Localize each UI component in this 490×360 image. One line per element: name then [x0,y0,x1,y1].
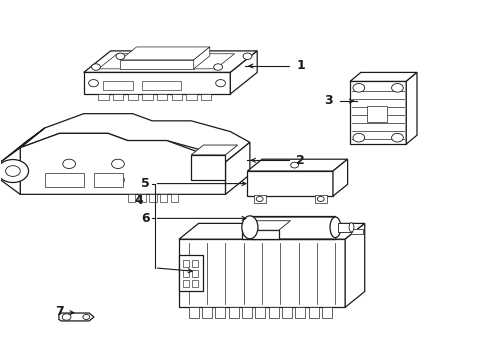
Bar [295,307,305,318]
Bar [143,81,181,90]
Polygon shape [350,81,406,144]
Bar [242,307,252,318]
Polygon shape [20,134,225,194]
Bar [94,173,123,187]
Polygon shape [345,224,365,307]
Bar [351,229,363,234]
Bar [98,94,109,100]
Bar [367,107,387,122]
Bar [192,260,198,267]
Polygon shape [121,60,194,69]
Bar [202,307,212,318]
Ellipse shape [330,217,341,238]
Bar [128,194,135,202]
Polygon shape [242,221,291,230]
Bar [192,270,198,277]
Polygon shape [84,72,230,94]
Bar [351,229,363,234]
Circle shape [392,84,403,92]
Bar [160,194,167,202]
Text: 3: 3 [324,94,333,107]
Polygon shape [59,313,94,321]
Bar [183,270,189,277]
Bar [315,195,327,203]
Bar [183,280,189,287]
Bar [45,173,84,187]
Polygon shape [333,159,347,196]
Circle shape [353,84,365,92]
Circle shape [291,162,298,168]
Polygon shape [406,72,417,144]
Bar [171,194,178,202]
Text: 1: 1 [296,59,305,72]
Polygon shape [350,72,417,81]
Polygon shape [242,230,279,239]
Polygon shape [225,142,250,194]
Bar [183,260,189,267]
Circle shape [63,175,75,185]
Circle shape [112,159,124,168]
Bar [139,194,146,202]
Circle shape [256,197,263,202]
Bar [255,307,266,318]
Bar [309,307,318,318]
Circle shape [63,159,75,168]
Circle shape [5,166,20,176]
Circle shape [89,80,98,87]
Bar [192,280,198,287]
Polygon shape [98,54,235,69]
Bar [113,94,123,100]
Bar [149,194,157,202]
Bar [128,94,138,100]
Text: 5: 5 [141,177,150,190]
Bar [282,307,292,318]
Circle shape [214,64,222,70]
Circle shape [318,197,324,202]
Polygon shape [230,51,257,94]
Bar [269,307,279,318]
Text: 4: 4 [134,194,143,207]
Bar [186,94,196,100]
Polygon shape [0,148,20,194]
Polygon shape [247,171,333,196]
Polygon shape [179,224,365,239]
Circle shape [62,314,71,320]
Circle shape [92,64,100,70]
Circle shape [116,53,125,59]
Circle shape [392,134,403,142]
Bar [172,94,182,100]
Bar [216,307,225,318]
Bar [250,216,335,239]
Circle shape [0,159,28,183]
Text: 7: 7 [55,306,64,319]
Polygon shape [0,128,45,162]
Circle shape [112,175,124,185]
Polygon shape [20,114,250,162]
Ellipse shape [242,216,258,239]
Bar [189,307,199,318]
Bar [157,94,167,100]
Polygon shape [247,159,347,171]
Bar [229,307,239,318]
Text: 2: 2 [296,154,305,167]
Text: 6: 6 [141,212,150,225]
Polygon shape [191,155,225,180]
Circle shape [353,134,365,142]
Polygon shape [84,51,257,72]
Bar [338,223,351,232]
Polygon shape [191,145,238,155]
Polygon shape [121,47,210,60]
Circle shape [243,53,252,59]
Circle shape [83,315,90,319]
Bar [201,94,211,100]
Bar [322,307,332,318]
Bar [179,255,203,291]
Bar [103,81,133,90]
Polygon shape [179,239,345,307]
Ellipse shape [349,223,354,232]
Circle shape [216,80,225,87]
Bar [143,94,153,100]
Bar [254,195,266,203]
Polygon shape [194,47,210,69]
